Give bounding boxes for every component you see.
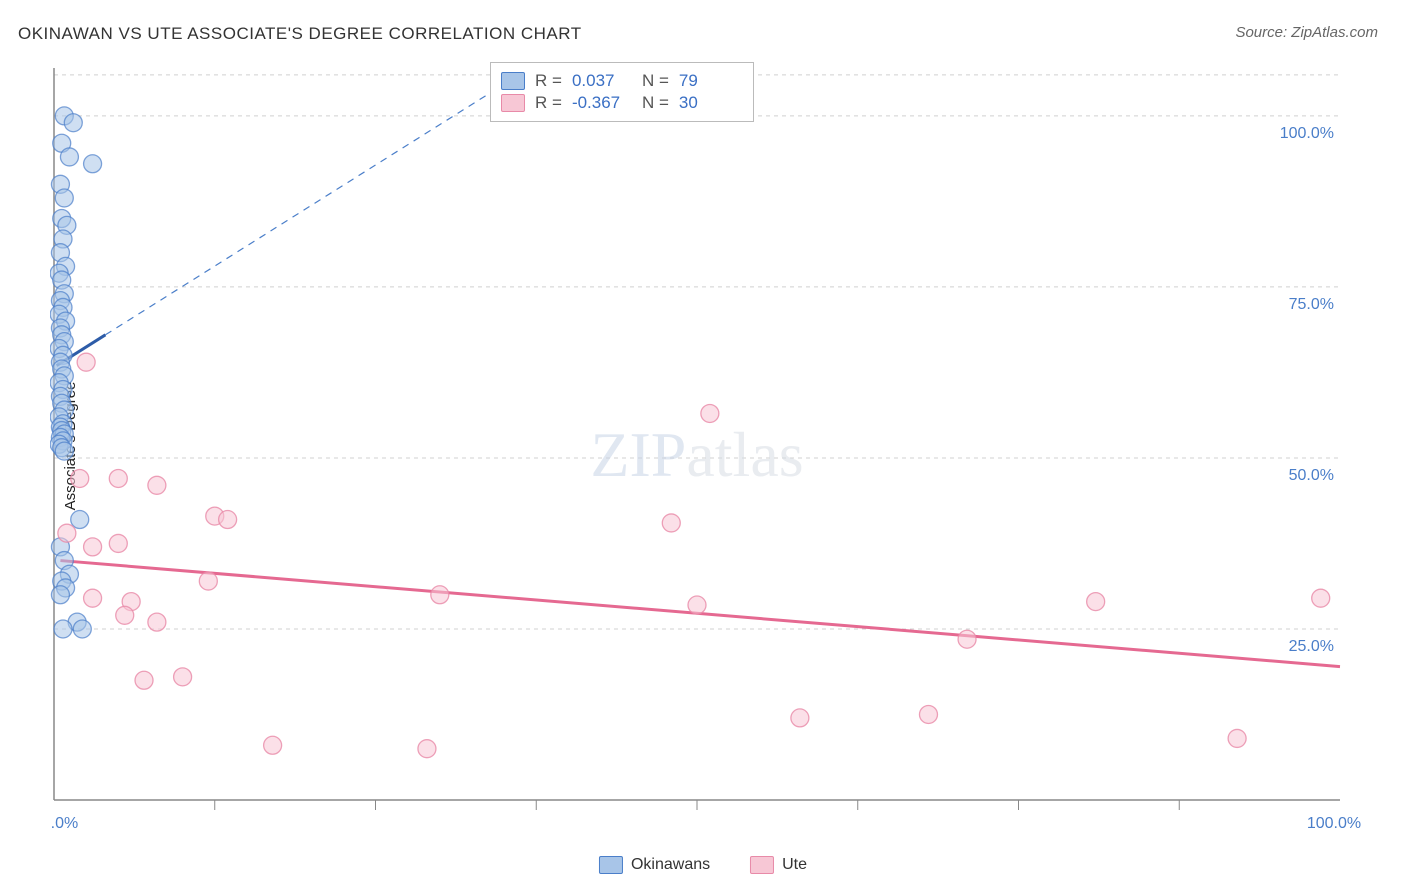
r-label-2: R = — [535, 93, 562, 113]
legend-label-1: Okinawans — [631, 856, 710, 874]
n-label: N = — [642, 71, 669, 91]
svg-text:100.0%: 100.0% — [1280, 125, 1334, 142]
svg-text:ZIPatlas: ZIPatlas — [590, 419, 803, 490]
svg-text:50.0%: 50.0% — [1289, 467, 1334, 484]
swatch-blue-icon — [599, 856, 623, 874]
source-credit: Source: ZipAtlas.com — [1235, 24, 1378, 41]
swatch-pink-icon — [501, 94, 525, 112]
svg-text:100.0%: 100.0% — [1307, 815, 1361, 830]
n-value-1: 79 — [679, 71, 739, 91]
chart-svg: 25.0% 50.0% 75.0% 100.0% ZIPatlas 0.0% 100.0% — [50, 60, 1370, 830]
legend-label-2: Ute — [782, 856, 807, 874]
r-value-2: -0.367 — [572, 93, 632, 113]
n-label-2: N = — [642, 93, 669, 113]
chart-title: OKINAWAN VS UTE ASSOCIATE'S DEGREE CORRE… — [18, 24, 582, 44]
swatch-pink-icon — [750, 856, 774, 874]
stats-row-1: R = 0.037 N = 79 — [501, 71, 739, 91]
legend-item-okinawans: Okinawans — [599, 856, 710, 874]
legend-item-ute: Ute — [750, 856, 807, 874]
r-value-1: 0.037 — [572, 71, 632, 91]
r-label: R = — [535, 71, 562, 91]
n-value-2: 30 — [679, 93, 739, 113]
stats-row-2: R = -0.367 N = 30 — [501, 93, 739, 113]
svg-text:0.0%: 0.0% — [50, 815, 78, 830]
swatch-blue-icon — [501, 72, 525, 90]
bottom-legend: Okinawans Ute — [599, 856, 807, 874]
stats-box: R = 0.037 N = 79 R = -0.367 N = 30 — [490, 62, 754, 122]
svg-text:25.0%: 25.0% — [1289, 638, 1334, 655]
plot-area: 25.0% 50.0% 75.0% 100.0% ZIPatlas 0.0% 100.0% — [50, 60, 1370, 830]
svg-text:75.0%: 75.0% — [1289, 296, 1334, 313]
